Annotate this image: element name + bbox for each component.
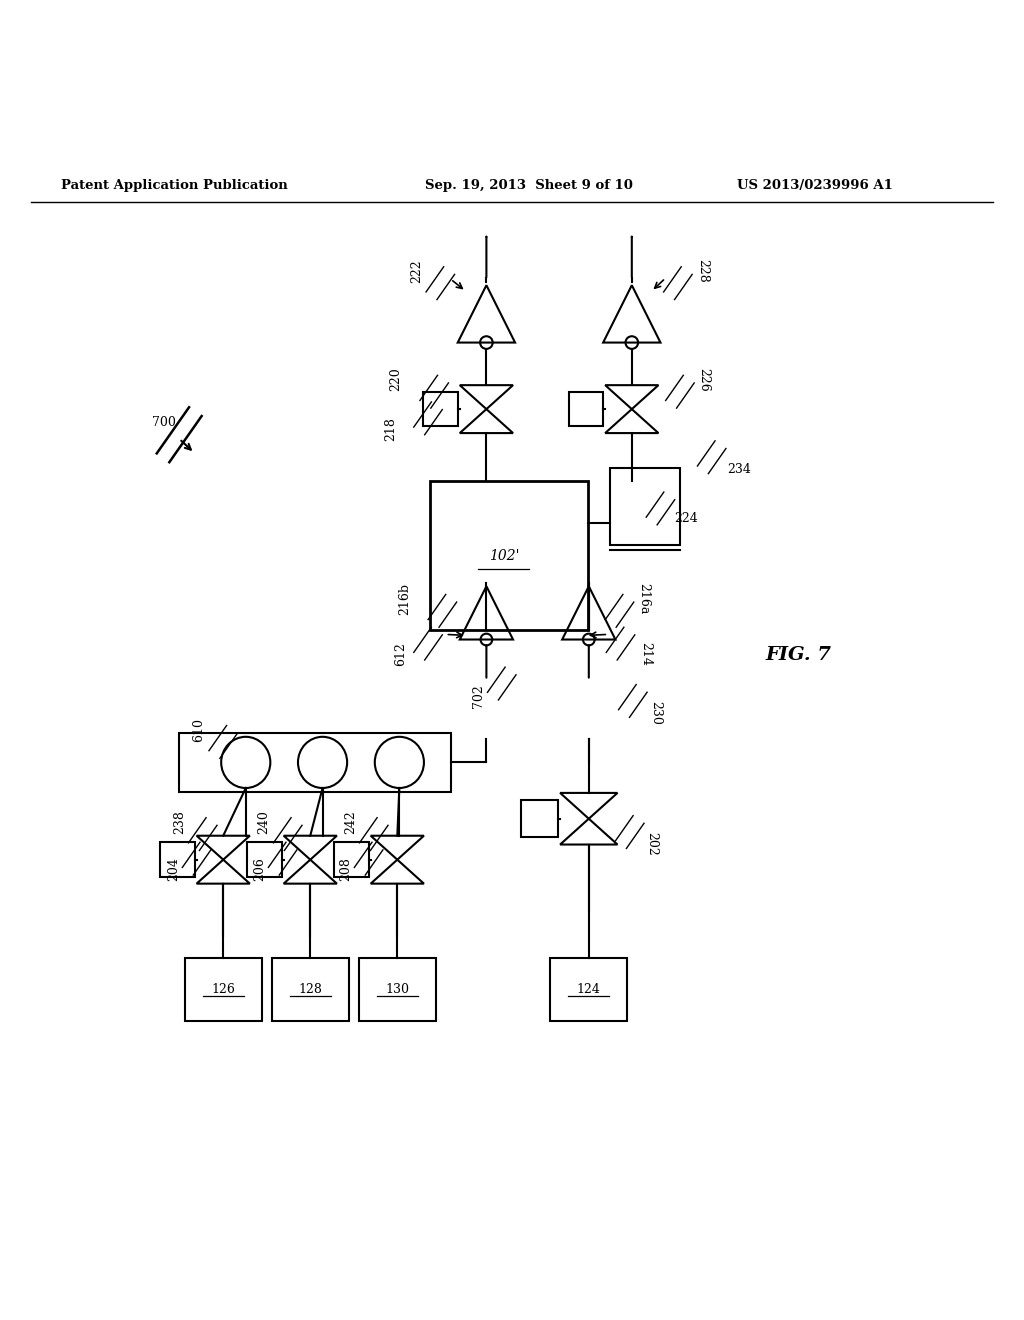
Bar bbox=[272, 958, 348, 1022]
Text: FIG. 7: FIG. 7 bbox=[766, 645, 831, 664]
Bar bbox=[359, 958, 436, 1022]
Text: 214: 214 bbox=[639, 642, 652, 665]
Text: 224: 224 bbox=[674, 512, 697, 525]
Bar bbox=[184, 958, 262, 1022]
Text: 130: 130 bbox=[385, 983, 410, 997]
Text: 126: 126 bbox=[211, 983, 236, 997]
Text: 202: 202 bbox=[645, 833, 658, 857]
Text: 700: 700 bbox=[152, 416, 175, 429]
Bar bbox=[610, 469, 680, 545]
Text: 610: 610 bbox=[191, 718, 205, 742]
Bar bbox=[334, 842, 369, 876]
Text: 222: 222 bbox=[410, 259, 423, 282]
Text: 102': 102' bbox=[488, 549, 519, 562]
Bar bbox=[247, 842, 282, 876]
Text: 124: 124 bbox=[577, 983, 601, 997]
Text: 230: 230 bbox=[649, 701, 663, 725]
Bar bbox=[160, 842, 195, 876]
Bar bbox=[179, 733, 451, 792]
Text: 234: 234 bbox=[727, 463, 751, 477]
Text: 238: 238 bbox=[173, 810, 186, 834]
Text: 216a: 216a bbox=[637, 583, 650, 614]
Text: US 2013/0239996 A1: US 2013/0239996 A1 bbox=[737, 180, 893, 193]
Text: 218: 218 bbox=[384, 417, 397, 441]
Text: 226: 226 bbox=[697, 367, 711, 391]
Bar bbox=[423, 392, 458, 426]
Text: 204: 204 bbox=[167, 857, 180, 880]
Text: 208: 208 bbox=[339, 857, 352, 880]
Bar bbox=[551, 958, 627, 1022]
Text: 216b: 216b bbox=[398, 582, 412, 615]
Text: 220: 220 bbox=[389, 367, 402, 391]
Text: Sep. 19, 2013  Sheet 9 of 10: Sep. 19, 2013 Sheet 9 of 10 bbox=[425, 180, 633, 193]
Text: 612: 612 bbox=[394, 642, 408, 665]
Text: 206: 206 bbox=[253, 857, 266, 880]
Text: 242: 242 bbox=[344, 810, 357, 834]
Text: Patent Application Publication: Patent Application Publication bbox=[61, 180, 288, 193]
Text: 128: 128 bbox=[298, 983, 323, 997]
Text: 702: 702 bbox=[472, 684, 485, 708]
Text: 228: 228 bbox=[696, 259, 710, 282]
Bar bbox=[430, 482, 588, 630]
Bar bbox=[521, 800, 558, 837]
Text: 240: 240 bbox=[257, 810, 270, 834]
Bar bbox=[568, 392, 603, 426]
